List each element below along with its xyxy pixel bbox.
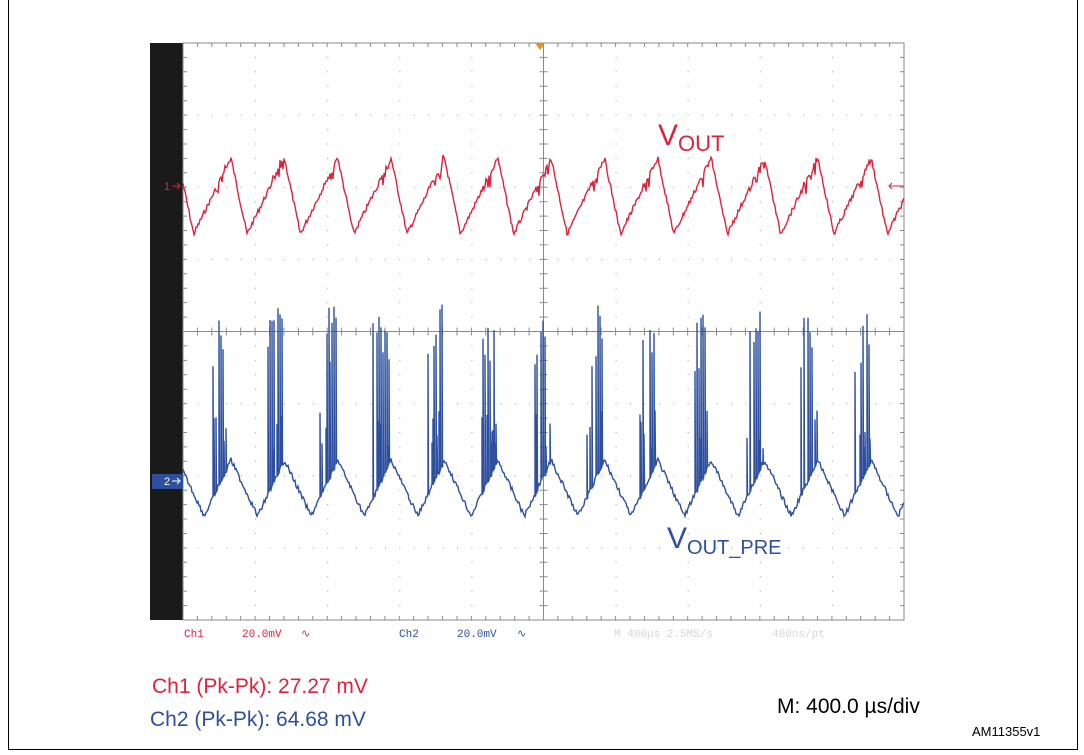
status-ch1-scale: 20.0mV bbox=[242, 629, 282, 641]
series-label-vout-pre: VOUT_PRE bbox=[667, 522, 781, 559]
figure-reference: AM11355v1 bbox=[972, 724, 1041, 739]
status-timebase: M 400µs 2.5MS/s bbox=[614, 629, 713, 641]
status-resolution: 400ns/pt bbox=[772, 629, 825, 641]
ch1-level-arrow bbox=[888, 182, 904, 190]
figure-frame bbox=[8, 0, 1078, 750]
status-ch1-coupling: ∿ bbox=[301, 629, 310, 641]
status-ch2-coupling: ∿ bbox=[517, 629, 526, 641]
left-channel-bar bbox=[150, 43, 183, 620]
svg-text:2: 2 bbox=[164, 476, 170, 488]
scope-status-bar: Ch1 20.0mV ∿ Ch2 20.0mV ∿ M 400µs 2.5MS/… bbox=[184, 629, 825, 641]
series-vout-trace bbox=[182, 154, 905, 238]
ch2-marker: 2 bbox=[152, 474, 183, 489]
series-vout-pre-trace bbox=[182, 304, 905, 520]
ch1-marker: 1 bbox=[164, 181, 181, 193]
timebase-label: M: 400.0 µs/div bbox=[777, 695, 920, 718]
svg-text:1: 1 bbox=[164, 181, 170, 193]
series-label-vout: VOUT bbox=[658, 119, 724, 156]
ch2-pk-pk-measurement: Ch2 (Pk-Pk): 64.68 mV bbox=[150, 708, 366, 731]
status-ch2-scale: 20.0mV bbox=[457, 629, 497, 641]
status-ch2: Ch2 bbox=[399, 629, 419, 641]
trigger-position-marker bbox=[535, 43, 545, 50]
ch1-pk-pk-measurement: Ch1 (Pk-Pk): 27.27 mV bbox=[152, 675, 368, 698]
status-ch1: Ch1 bbox=[184, 629, 204, 641]
